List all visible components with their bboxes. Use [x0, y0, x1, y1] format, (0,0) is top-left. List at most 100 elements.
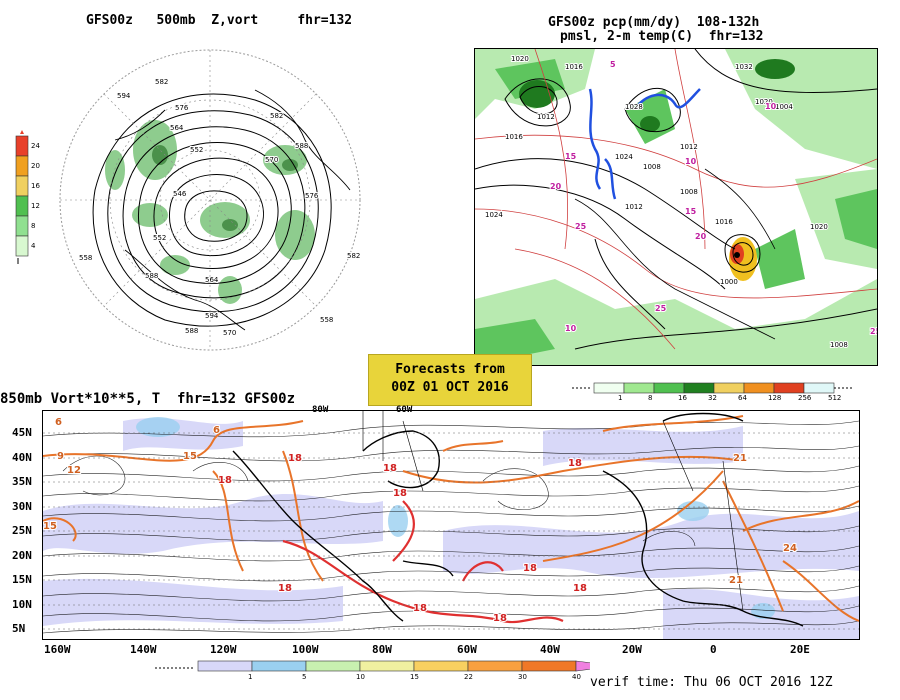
lat-label: 35N	[12, 475, 32, 488]
colorbar-pcp-label: 32	[708, 394, 717, 402]
colorbar-500mb-graphic	[15, 130, 29, 264]
contour-label-500mb: 576	[305, 192, 319, 200]
colorbar-500mb-label: 24	[31, 142, 40, 150]
contour-label-500mb: 552	[153, 234, 166, 242]
contour-label-500mb: 588	[145, 272, 158, 280]
lon-label-top: 60W	[396, 405, 413, 415]
lon-label: 20E	[790, 643, 810, 656]
colorbar-pcp-cell	[593, 382, 625, 394]
colorbar-850mb-label: 10	[356, 673, 365, 681]
temp-label-850mb: 18	[383, 463, 397, 474]
colorbar-pcp-cell	[713, 382, 745, 394]
polar-map-svg: 594 582 576 564 552 546 570 588 582 558 576 552 582 5…	[59, 49, 361, 351]
colorbar-850mb-cell	[521, 660, 577, 672]
panel-850mb-title: 850mb Vort*10**5, T fhr=132 GFS00z	[0, 391, 296, 407]
temp-label-pcp: 10	[765, 102, 777, 111]
contour-label-500mb: 564	[205, 276, 219, 284]
isobar-label: 1008	[680, 188, 698, 196]
lon-label: 140W	[130, 643, 157, 656]
colorbar-850mb-label: 5	[302, 673, 307, 681]
colorbar-pcp-cell	[743, 382, 775, 394]
lon-label: 160W	[44, 643, 71, 656]
colorbar-500mb-cell	[15, 155, 29, 177]
colorbar-pcp-cell	[683, 382, 715, 394]
lat-label: 5N	[12, 622, 26, 635]
isobar-label: 1032	[735, 63, 753, 71]
forecast-badge-line2: 00Z 01 OCT 2016	[391, 380, 509, 395]
colorbar-pcp-label: 16	[678, 394, 687, 402]
map-pcp: 1020 1016 1012 1028 1032 1024 1008 1004 1000 1020…	[474, 48, 878, 366]
temp-label-pcp: 25	[575, 222, 587, 231]
temp-label-850mb: 18	[218, 475, 232, 486]
colorbar-pcp-label: 512	[828, 394, 842, 402]
lat-label: 45N	[12, 426, 32, 439]
temp-label-pcp: 10	[685, 157, 697, 166]
isobar-label: 1008	[643, 163, 661, 171]
colorbar-500mb-label: 12	[31, 202, 40, 210]
lat-label: 25N	[12, 524, 32, 537]
colorbar-850mb-cell	[413, 660, 469, 672]
temp-label-pcp: 20	[550, 182, 562, 191]
colorbar-850mb-cell	[251, 660, 307, 672]
pcp-map-svg: 1020101610121028103210241008100410001020…	[475, 49, 877, 365]
lon-label-top: 80W	[312, 405, 329, 415]
temp-label-850mb: 18	[413, 603, 427, 614]
lat-label: 15N	[12, 573, 32, 586]
temp-label-850mb: 18	[278, 583, 292, 594]
colorbar-500mb-cell	[15, 235, 29, 257]
colorbar-850mb-label: 15	[410, 673, 419, 681]
colorbar-pcp-cell	[653, 382, 685, 394]
colorbar-850mb-cell	[359, 660, 415, 672]
contour-label-500mb: 558	[79, 254, 92, 262]
contour-label-500mb: 594	[205, 312, 219, 320]
temp-label-850mb: 18	[493, 613, 507, 624]
panel-pcp-title-2: pmsl, 2-m temp(C) fhr=132	[560, 29, 764, 44]
isobar-label: 1000	[720, 278, 738, 286]
colorbar-pcp-cell	[623, 382, 655, 394]
lat-label: 30N	[12, 499, 32, 513]
colorbar-pcp-cell	[803, 382, 835, 394]
map-500mb-polar: 594 582 576 564 552 546 570 588 582 558 576 552 582 5…	[55, 30, 365, 370]
colorbar-pcp-label: 256	[798, 394, 812, 402]
isobar-label: 1024	[615, 153, 633, 161]
lon-label: 100W	[292, 643, 319, 656]
colorbar-pcp-label: 128	[768, 394, 782, 402]
isobar-label: 1028	[625, 103, 643, 111]
contour-label-500mb: 588	[295, 142, 308, 150]
forecast-badge-line1: Forecasts from	[395, 362, 505, 377]
lon-label: 60W	[457, 643, 477, 656]
temp-label-pcp: 15	[685, 207, 697, 216]
contour-label-500mb: 588	[185, 327, 198, 335]
contour-label-500mb: 570	[265, 156, 278, 164]
colorbar-pcp: 1 8 16 32 64 128 256 512	[572, 380, 862, 402]
contour-label-500mb: 582	[270, 112, 283, 120]
isobar-label: 1020	[511, 55, 529, 63]
temp-label-850mb: 18	[568, 458, 582, 469]
temp-label-850mb: 9	[57, 451, 64, 462]
contour-label-500mb: 582	[347, 252, 360, 260]
contour-label-500mb: 552	[190, 146, 203, 154]
isobar-label: 1012	[680, 143, 698, 151]
colorbar-850mb-arrow	[575, 660, 590, 672]
isobar-label: 1024	[485, 211, 503, 219]
contour-label-500mb: 564	[170, 124, 184, 132]
temp-label-pcp: 20	[695, 232, 707, 241]
lon-label: 80W	[372, 643, 392, 656]
temp-label-850mb: 18	[523, 563, 537, 574]
isobar-label: 1016	[565, 63, 583, 71]
temp-label-850mb: 15	[43, 521, 57, 532]
colorbar-850mb-label: 22	[464, 673, 473, 681]
temp-label-850mb: 18	[393, 488, 407, 499]
isobar-label: 1020	[755, 98, 773, 106]
temp-label-pcp: 5	[610, 60, 616, 69]
temp-label-850mb: 18	[288, 453, 302, 464]
lat-label: 10N	[12, 597, 32, 611]
colorbar-850mb-label: 1	[248, 673, 253, 681]
temp-label-850mb: 15	[183, 451, 197, 462]
isobar-label: 1004	[775, 103, 793, 111]
lon-label: 20W	[622, 643, 642, 656]
lat-label: 20N	[12, 548, 32, 562]
colorbar-500mb-label: 4	[31, 242, 36, 250]
isobar-label: 1016	[715, 218, 733, 226]
lon-label: 120W	[210, 643, 237, 656]
